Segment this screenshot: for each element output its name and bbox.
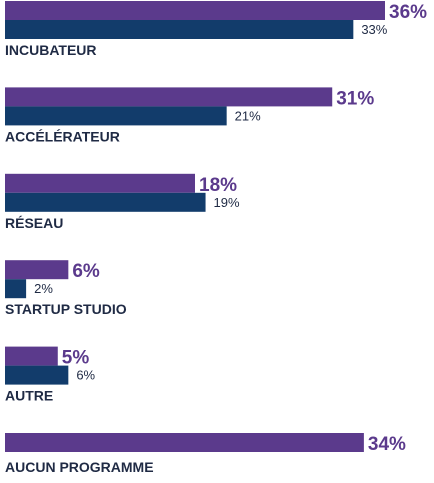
bar-series-a-accelerateur <box>5 87 333 107</box>
bar-series-b-startup-studio <box>5 279 27 299</box>
value-label-a-accelerateur: 31% <box>336 88 374 109</box>
category-label-aucun-programme: AUCUN PROGRAMME <box>5 459 154 475</box>
value-label-a-autre: 5% <box>62 348 90 369</box>
value-label-a-reseau: 18% <box>199 175 237 196</box>
value-label-a-aucun-programme: 34% <box>368 434 406 455</box>
bar-series-a-startup-studio <box>5 260 69 280</box>
category-label-accelerateur: ACCÉLÉRATEUR <box>5 128 120 144</box>
category-label-startup-studio: STARTUP STUDIO <box>5 301 127 317</box>
category-label-autre: AUTRE <box>5 388 53 404</box>
value-label-b-startup-studio: 2% <box>34 281 53 296</box>
bar-series-b-autre <box>5 365 69 385</box>
category-label-incubateur: INCUBATEUR <box>5 42 97 58</box>
value-label-a-incubateur: 36% <box>389 2 427 23</box>
bar-series-a-reseau <box>5 173 195 193</box>
bar-series-a-incubateur <box>5 1 385 20</box>
value-label-b-autre: 6% <box>76 368 95 383</box>
bar-series-b-accelerateur <box>5 106 227 126</box>
bar-series-a-autre <box>5 346 58 366</box>
bar-series-b-incubateur <box>5 20 354 39</box>
value-label-b-reseau: 19% <box>214 195 240 210</box>
value-label-a-startup-studio: 6% <box>72 261 100 282</box>
category-label-reseau: RÉSEAU <box>5 215 63 231</box>
bar-series-a-aucun-programme <box>5 433 364 452</box>
value-label-b-accelerateur: 21% <box>235 108 261 123</box>
value-label-b-incubateur: 33% <box>361 22 387 37</box>
bar-series-b-reseau <box>5 192 206 212</box>
